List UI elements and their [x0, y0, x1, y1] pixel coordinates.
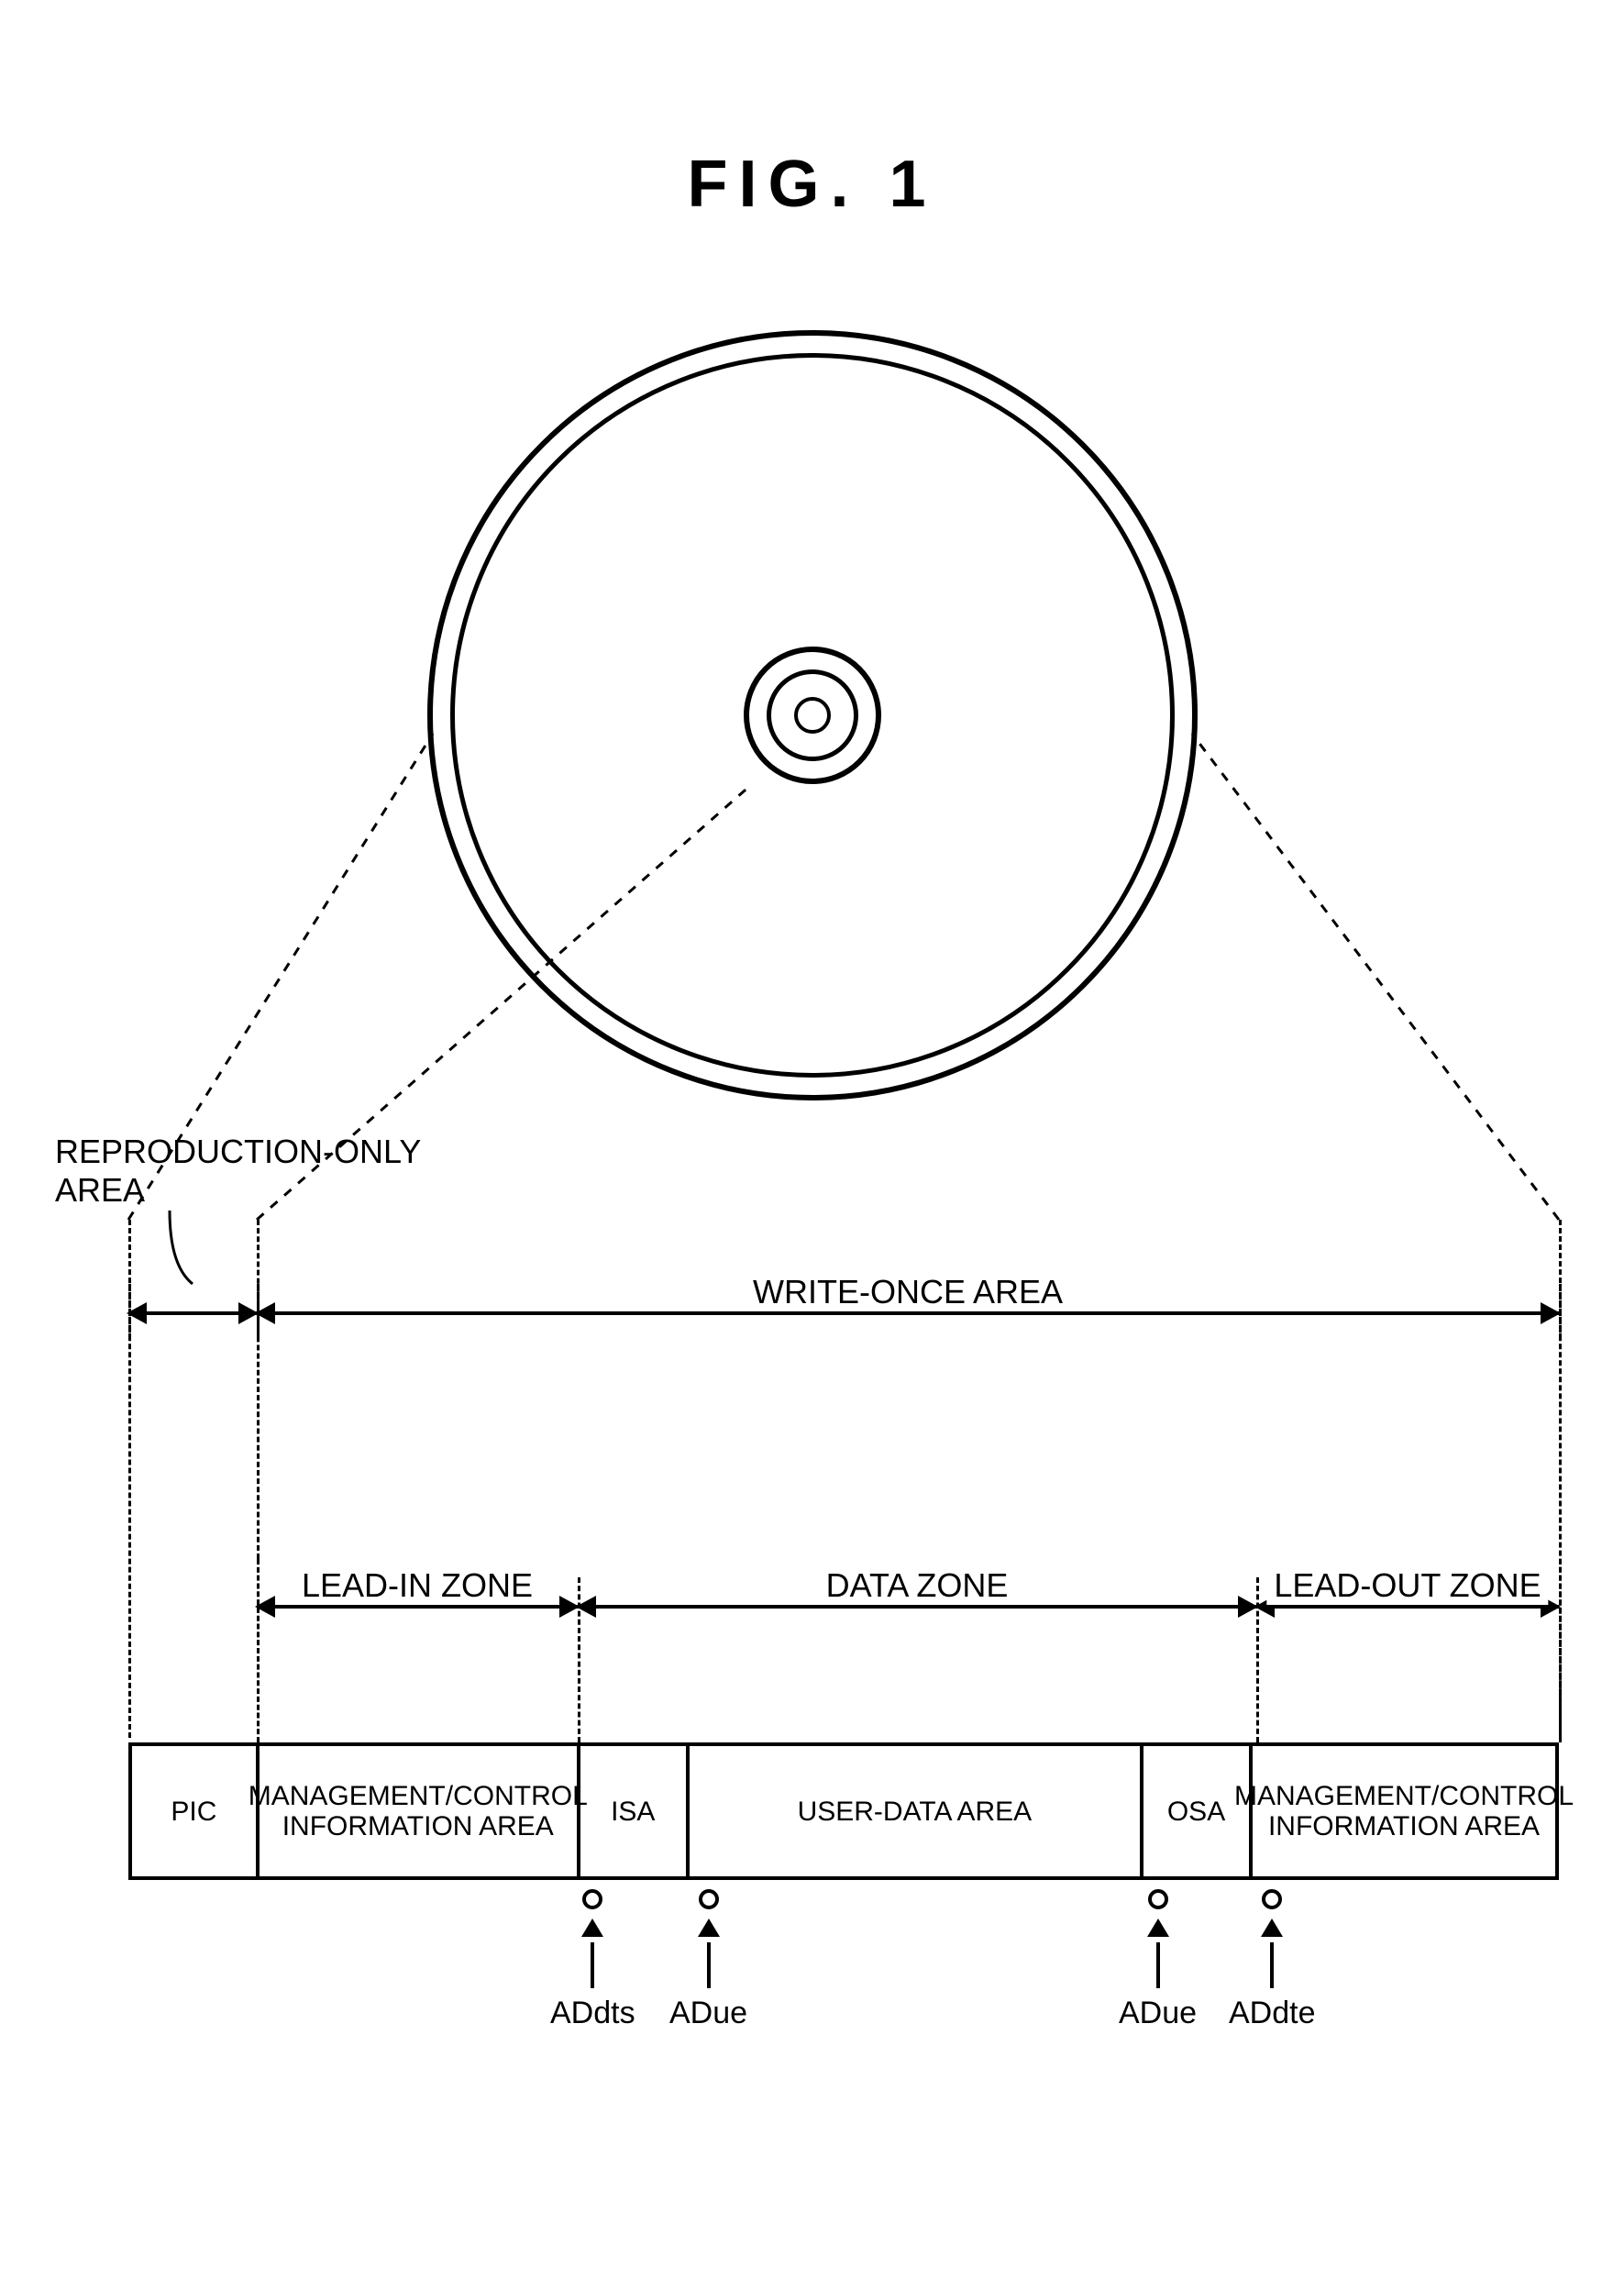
addr-arrow-icon	[581, 1919, 603, 1937]
addr-adue-right-label: ADue	[1119, 1996, 1197, 2031]
addr-circle-icon	[1148, 1889, 1168, 1909]
addr-addts-label: ADdts	[550, 1996, 635, 2031]
addr-circle-icon	[582, 1889, 602, 1909]
addr-arrow-icon	[1261, 1919, 1283, 1937]
leader-left-inner	[257, 1220, 260, 1559]
figure-title: FIG. 1	[687, 147, 936, 222]
lead-in-zone-label: LEAD-IN ZONE	[294, 1566, 540, 1605]
range-lead-out	[1256, 1605, 1559, 1609]
cell-isa: ISA	[580, 1746, 690, 1876]
address-addte: ADdte	[1229, 1889, 1316, 2031]
tick-lower-2	[578, 1577, 580, 1742]
disc-hole	[794, 697, 831, 734]
addr-addte-label: ADdte	[1229, 1996, 1316, 2031]
address-adue-left: ADue	[669, 1889, 747, 2031]
cell-pic: PIC	[132, 1746, 260, 1876]
addr-arrow-icon	[1147, 1919, 1169, 1937]
range-write-once	[257, 1311, 1559, 1315]
addr-circle-icon	[1262, 1889, 1282, 1909]
data-zone-label: DATA ZONE	[819, 1566, 1016, 1605]
addr-stem	[591, 1942, 594, 1988]
cell-mgmt-in: MANAGEMENT/CONTROL INFORMATION AREA	[260, 1746, 580, 1876]
range-lead-in	[257, 1605, 578, 1609]
address-adue-right: ADue	[1119, 1889, 1197, 2031]
tick-lower-4	[1559, 1559, 1562, 1742]
tick-lower-1	[257, 1559, 260, 1742]
addr-stem	[1270, 1942, 1274, 1988]
addr-stem	[707, 1942, 711, 1988]
tick-upper-1	[128, 1284, 131, 1339]
range-reproduction-only	[128, 1311, 257, 1315]
addr-circle-icon	[699, 1889, 719, 1909]
tick-lower-3	[1256, 1577, 1259, 1742]
lead-out-zone-label: LEAD-OUT ZONE	[1266, 1566, 1548, 1605]
range-data-zone	[578, 1605, 1256, 1609]
tick-upper-3	[1559, 1284, 1562, 1339]
cell-user-data: USER-DATA AREA	[690, 1746, 1143, 1876]
layout-bar: PIC MANAGEMENT/CONTROL INFORMATION AREA …	[128, 1742, 1559, 1880]
addr-adue-left-label: ADue	[669, 1996, 747, 2031]
tick-upper-2	[257, 1284, 260, 1339]
addr-arrow-icon	[698, 1919, 720, 1937]
address-addts: ADdts	[550, 1889, 635, 2031]
addr-stem	[1156, 1942, 1160, 1988]
disc-diagram	[427, 330, 1198, 1100]
cell-mgmt-out: MANAGEMENT/CONTROL INFORMATION AREA	[1253, 1746, 1555, 1876]
reproduction-only-area-label: REPRODUCTION-ONLY AREA	[55, 1133, 421, 1210]
write-once-area-label: WRITE-ONCE AREA	[746, 1273, 1070, 1311]
